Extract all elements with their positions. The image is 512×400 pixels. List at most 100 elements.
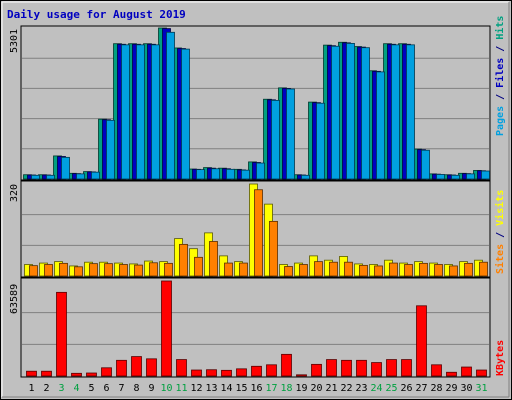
kbytes-bar-kbytes-day-14 bbox=[221, 369, 232, 377]
visits-max-label: 320 bbox=[9, 184, 20, 202]
kbytes-bar-kbytes-day-13 bbox=[206, 369, 217, 377]
visits-bar-sites-day-27 bbox=[419, 262, 428, 277]
hits-bar-pages-day-26 bbox=[406, 44, 415, 180]
x-tick-label-day-13: 13 bbox=[205, 383, 217, 394]
x-tick-label-day-28: 28 bbox=[430, 383, 442, 394]
x-tick-label-day-12: 12 bbox=[190, 383, 202, 394]
x-tick-label-day-26: 26 bbox=[400, 383, 412, 394]
kbytes-bar-kbytes-day-28 bbox=[431, 364, 442, 377]
visits-legend-part: Sites bbox=[494, 244, 506, 274]
kbytes-bar-kbytes-day-10 bbox=[161, 280, 172, 377]
hits-legend-part: / bbox=[495, 88, 506, 106]
hits-bar-pages-day-27 bbox=[421, 149, 430, 180]
x-tick-label-day-22: 22 bbox=[340, 383, 352, 394]
visits-bar-sites-day-2 bbox=[44, 264, 53, 277]
kbytes-bar-kbytes-day-3 bbox=[56, 291, 67, 377]
hits-bar-pages-day-16 bbox=[256, 162, 265, 180]
hits-bar-pages-day-1 bbox=[31, 174, 40, 180]
kbytes-bar-kbytes-day-1 bbox=[26, 370, 37, 377]
hits-bar-pages-day-17 bbox=[271, 99, 280, 180]
kbytes-max-label: 63589 bbox=[9, 284, 20, 314]
hits-bar-pages-day-11 bbox=[181, 48, 190, 180]
kbytes-bar-kbytes-day-7 bbox=[116, 359, 127, 377]
x-tick-label-day-10: 10 bbox=[160, 383, 172, 394]
x-tick-label-day-23: 23 bbox=[355, 383, 367, 394]
visits-bar-sites-day-5 bbox=[89, 263, 98, 277]
visits-bar-sites-day-23 bbox=[359, 264, 368, 277]
kbytes-bar-kbytes-day-9 bbox=[146, 358, 157, 377]
visits-legend-part: Visits bbox=[494, 190, 506, 226]
hits-bar-pages-day-13 bbox=[211, 168, 220, 180]
x-tick-label-day-30: 30 bbox=[460, 383, 472, 394]
hits-bar-pages-day-4 bbox=[76, 173, 85, 180]
visits-bar-sites-day-30 bbox=[464, 262, 473, 277]
kbytes-bar-kbytes-day-26 bbox=[401, 359, 412, 377]
hits-bar-pages-day-7 bbox=[121, 44, 130, 180]
hits-bar-pages-day-10 bbox=[166, 31, 175, 180]
kbytes-bar-kbytes-day-22 bbox=[341, 359, 352, 377]
bars bbox=[23, 27, 490, 377]
visits-bar-sites-day-12 bbox=[194, 256, 203, 277]
x-tick-label-day-1: 1 bbox=[28, 383, 34, 394]
hits-legend-part: Pages bbox=[495, 106, 506, 136]
chart-title: Daily usage for August 2019 bbox=[7, 8, 186, 21]
hits-bar-pages-day-5 bbox=[91, 171, 100, 180]
hits-bar-pages-day-9 bbox=[151, 44, 160, 180]
kbytes-legend-part: KBytes bbox=[495, 340, 506, 376]
kbytes-bar-kbytes-day-5 bbox=[86, 372, 97, 377]
kbytes-bar-kbytes-day-29 bbox=[446, 371, 457, 377]
x-tick-label-day-6: 6 bbox=[103, 383, 109, 394]
visits-bar-sites-day-9 bbox=[149, 262, 158, 277]
visits-bar-sites-day-4 bbox=[74, 266, 83, 277]
visits-bar-sites-day-18 bbox=[284, 266, 293, 277]
visits-bar-sites-day-25 bbox=[389, 262, 398, 277]
visits-bar-sites-day-31 bbox=[479, 261, 488, 277]
visits-bar-sites-day-20 bbox=[314, 261, 323, 277]
x-tick-label-day-17: 17 bbox=[265, 383, 277, 394]
kbytes-bar-kbytes-day-2 bbox=[41, 370, 52, 377]
visits-bar-sites-day-24 bbox=[374, 265, 383, 277]
kbytes-bar-kbytes-day-8 bbox=[131, 356, 142, 377]
x-tick-label-day-31: 31 bbox=[475, 383, 487, 394]
hits-bar-pages-day-15 bbox=[241, 169, 250, 180]
kbytes-bar-kbytes-day-15 bbox=[236, 368, 247, 377]
x-tick-label-day-19: 19 bbox=[295, 383, 307, 394]
x-tick-label-day-21: 21 bbox=[325, 383, 337, 394]
x-tick-label-day-11: 11 bbox=[175, 383, 187, 394]
kbytes-bar-kbytes-day-11 bbox=[176, 359, 187, 377]
kbytes-bar-kbytes-day-25 bbox=[386, 359, 397, 377]
kbytes-bar-kbytes-day-23 bbox=[356, 359, 367, 377]
visits-bar-sites-day-10 bbox=[164, 262, 173, 277]
x-tick-label-day-27: 27 bbox=[415, 383, 427, 394]
visits-bar-sites-day-19 bbox=[299, 264, 308, 277]
hits-bar-pages-day-30 bbox=[466, 173, 475, 180]
kbytes-bar-kbytes-day-18 bbox=[281, 353, 292, 377]
visits-bar-sites-day-22 bbox=[344, 261, 353, 277]
x-tick-label-day-3: 3 bbox=[58, 383, 64, 394]
visits-bar-sites-day-17 bbox=[269, 220, 278, 277]
x-tick-label-day-8: 8 bbox=[133, 383, 139, 394]
hits-bar-pages-day-8 bbox=[136, 44, 145, 180]
kbytes-bar-kbytes-day-27 bbox=[416, 305, 427, 377]
kbytes-bar-kbytes-day-24 bbox=[371, 362, 382, 377]
hits-bar-pages-day-19 bbox=[301, 174, 310, 180]
visits-bar-sites-day-3 bbox=[59, 262, 68, 277]
hits-bar-pages-day-20 bbox=[316, 102, 325, 180]
hits-bar-pages-day-25 bbox=[391, 44, 400, 180]
x-tick-label-day-29: 29 bbox=[445, 383, 457, 394]
x-tick-label-day-20: 20 bbox=[310, 383, 322, 394]
visits-bar-sites-day-21 bbox=[329, 261, 338, 277]
x-tick-label-day-24: 24 bbox=[370, 383, 382, 394]
hits-legend-part: / bbox=[495, 40, 506, 58]
hits-legend-part: Files bbox=[494, 58, 506, 88]
x-tick-label-day-5: 5 bbox=[88, 383, 94, 394]
hits-legend-part: Hits bbox=[494, 16, 506, 40]
visits-bar-sites-day-15 bbox=[239, 262, 248, 277]
x-tick-label-day-18: 18 bbox=[280, 383, 292, 394]
kbytes-bar-kbytes-day-6 bbox=[101, 367, 112, 377]
hits-bar-pages-day-21 bbox=[331, 45, 340, 180]
x-tick-label-day-15: 15 bbox=[235, 383, 247, 394]
hits-bar-pages-day-24 bbox=[376, 71, 385, 180]
visits-bar-sites-day-6 bbox=[104, 263, 113, 277]
